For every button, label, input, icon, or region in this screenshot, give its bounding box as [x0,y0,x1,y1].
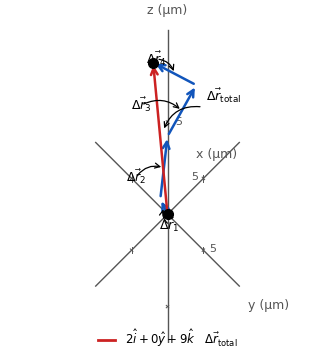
Text: $\Delta\vec{r}_{\mathrm{total}}$: $\Delta\vec{r}_{\mathrm{total}}$ [206,87,242,105]
Legend: $2\hat{i} + 0\hat{y} + 9\hat{k}$   $\Delta\vec{r}_{\mathrm{total}}$: $2\hat{i} + 0\hat{y} + 9\hat{k}$ $\Delta… [93,323,242,354]
Text: 5: 5 [191,172,198,182]
Text: x (μm): x (μm) [196,148,237,161]
Text: y (μm): y (μm) [249,299,289,312]
Text: $\Delta\vec{r}_1$: $\Delta\vec{r}_1$ [159,216,180,234]
Text: 5: 5 [209,244,216,254]
Text: 5: 5 [175,117,182,127]
Text: $\Delta\vec{r}_4$: $\Delta\vec{r}_4$ [146,50,166,68]
Text: $\Delta\vec{r}_2$: $\Delta\vec{r}_2$ [126,168,146,186]
Text: z (μm): z (μm) [147,4,188,17]
Text: $\Delta\vec{r}_3$: $\Delta\vec{r}_3$ [131,96,152,114]
